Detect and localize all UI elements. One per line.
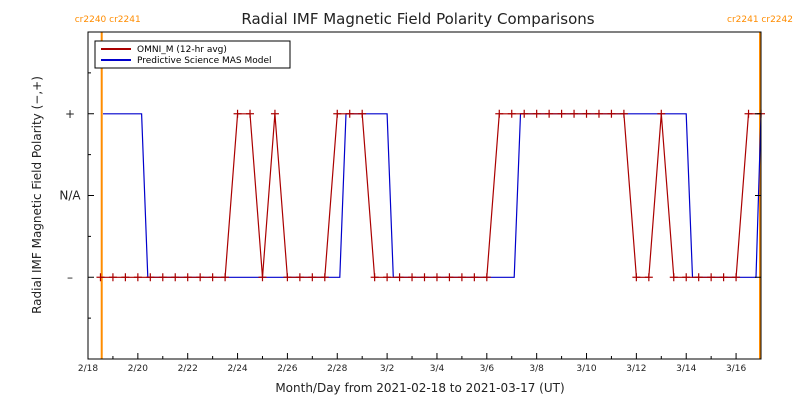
x-tick-label: 3/2 <box>380 364 394 374</box>
data-point-marker <box>96 273 105 282</box>
data-point-marker <box>370 273 379 282</box>
data-point-marker <box>632 273 641 282</box>
data-point-marker <box>594 109 603 118</box>
x-tick-label: 2/28 <box>327 364 347 374</box>
data-point-marker <box>221 273 230 282</box>
x-tick-label: 3/12 <box>626 364 646 374</box>
data-point-marker <box>358 109 367 118</box>
data-point-marker <box>657 109 666 118</box>
data-point-marker <box>308 273 317 282</box>
data-point-marker <box>383 273 392 282</box>
x-tick-label: 2/24 <box>227 364 247 374</box>
carrington-marker-label: cr2241 cr2242 <box>727 15 793 25</box>
data-point-marker <box>457 273 466 282</box>
data-point-marker <box>158 273 167 282</box>
data-point-marker <box>408 273 417 282</box>
data-point-marker <box>744 109 753 118</box>
data-point-marker <box>719 273 728 282</box>
data-point-marker <box>520 109 529 118</box>
data-point-marker <box>133 273 142 282</box>
legend-entry-label: Predictive Science MAS Model <box>137 56 272 66</box>
data-point-marker <box>669 273 678 282</box>
data-point-marker <box>694 273 703 282</box>
legend: OMNI_M (12-hr avg)Predictive Science MAS… <box>94 40 291 69</box>
data-point-marker <box>732 273 741 282</box>
y-axis-label: Radial IMF Magnetic Field Polarity (−,+) <box>30 76 44 314</box>
x-tick-label: 3/8 <box>529 364 544 374</box>
data-point-marker <box>482 273 491 282</box>
x-tick-label: 3/14 <box>676 364 696 374</box>
data-point-marker <box>283 273 292 282</box>
series-line <box>100 113 761 278</box>
data-point-marker <box>557 109 566 118</box>
data-point-marker <box>532 109 541 118</box>
data-point-marker <box>607 109 616 118</box>
data-point-marker <box>420 273 429 282</box>
data-point-marker <box>582 109 591 118</box>
data-point-marker <box>108 273 117 282</box>
data-point-marker <box>707 273 716 282</box>
y-tick-label: + <box>65 107 75 121</box>
data-point-marker <box>196 273 205 282</box>
x-tick-label: 3/6 <box>480 364 495 374</box>
data-point-marker <box>233 109 242 118</box>
data-point-marker <box>507 109 516 118</box>
data-point-marker <box>270 109 279 118</box>
legend-entry-label: OMNI_M (12-hr avg) <box>137 45 227 55</box>
data-point-marker <box>470 273 479 282</box>
carrington-marker-label: cr2240 cr2241 <box>75 15 141 25</box>
data-point-marker <box>495 109 504 118</box>
x-axis-label: Month/Day from 2021-02-18 to 2021-03-17 … <box>275 381 564 395</box>
data-point-marker <box>619 109 628 118</box>
data-point-marker <box>320 273 329 282</box>
plot-frame <box>87 31 762 360</box>
data-point-marker <box>545 109 554 118</box>
data-point-marker <box>183 273 192 282</box>
data-point-marker <box>146 273 155 282</box>
data-point-marker <box>395 273 404 282</box>
axis-ticks: 2/18 2/20 2/22 2/24 2/26 2/28 3/2 3/4 3/6 3/8 3/10… <box>59 72 761 374</box>
data-point-marker <box>333 109 342 118</box>
data-point-marker <box>445 273 454 282</box>
series-lines <box>96 109 765 282</box>
data-point-marker <box>295 273 304 282</box>
data-point-marker <box>121 273 130 282</box>
x-tick-label: 3/16 <box>726 364 746 374</box>
y-tick-label: – <box>67 270 73 284</box>
x-tick-label: 2/22 <box>178 364 198 374</box>
data-point-marker <box>345 109 354 118</box>
y-tick-label: N/A <box>59 189 81 203</box>
data-point-marker <box>570 109 579 118</box>
data-point-marker <box>644 273 653 282</box>
data-point-marker <box>258 273 267 282</box>
x-tick-label: 2/26 <box>277 364 297 374</box>
data-point-marker <box>208 273 217 282</box>
data-point-marker <box>682 273 691 282</box>
data-point-marker <box>432 273 441 282</box>
x-tick-label: 3/4 <box>430 364 445 374</box>
data-point-marker <box>171 273 180 282</box>
series-line <box>103 113 762 278</box>
x-tick-label: 2/20 <box>128 364 148 374</box>
chart-title: Radial IMF Magnetic Field Polarity Compa… <box>241 10 594 28</box>
x-tick-label: 3/10 <box>576 364 596 374</box>
legend-box <box>94 40 291 69</box>
x-tick-label: 2/18 <box>78 364 98 374</box>
data-point-marker <box>246 109 255 118</box>
